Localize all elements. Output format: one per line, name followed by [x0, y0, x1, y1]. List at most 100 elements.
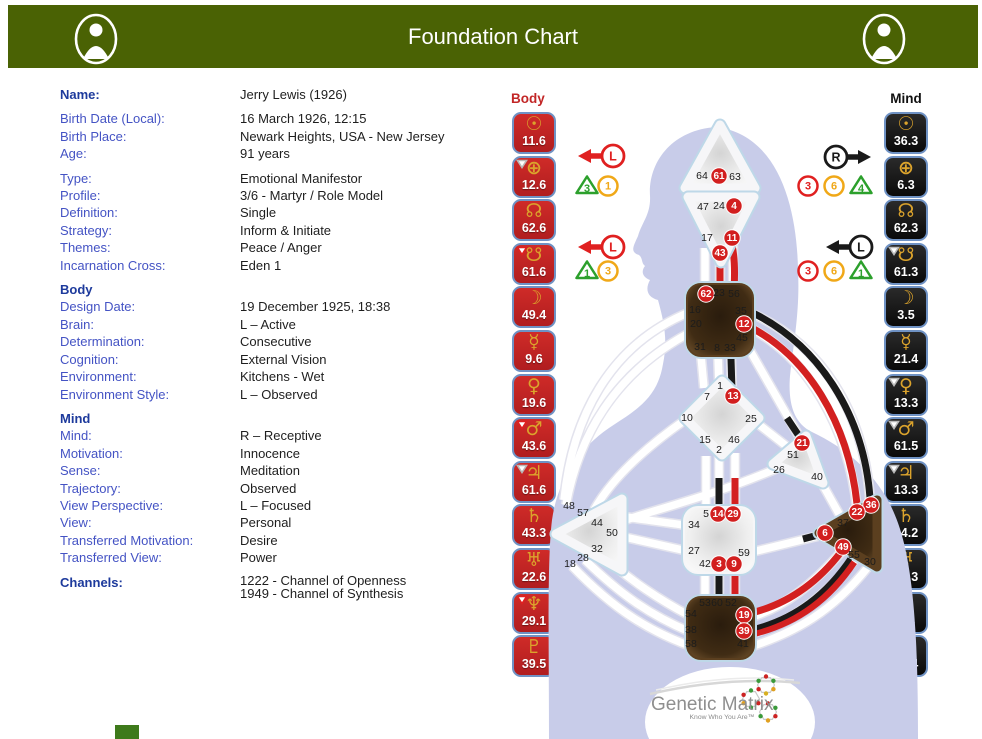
body-planet-south-node[interactable]: ☋ 61.6 — [512, 242, 556, 285]
south-node-icon: ☋ — [525, 243, 543, 266]
svg-text:37: 37 — [837, 517, 849, 529]
gate-line-value: 43.3 — [521, 526, 547, 541]
info-value: Newark Heights, USA - New Jersey — [240, 128, 445, 144]
info-row: Channels: 1222 - Channel of Openness 1949 … — [60, 574, 500, 601]
center-spleen[interactable] — [549, 492, 629, 577]
earth-icon: ⊕ — [526, 156, 542, 179]
profile-icon-left[interactable] — [73, 13, 119, 65]
mind-planet-north-node[interactable]: ☊ 62.3 — [884, 199, 928, 242]
mind-planet-moon[interactable]: ☽ 3.5 — [884, 286, 928, 329]
gate-9: 9 — [725, 555, 743, 573]
svg-text:55: 55 — [848, 549, 860, 561]
moon-icon: ☽ — [525, 287, 543, 310]
info-label: Strategy: — [60, 222, 113, 238]
genetic-matrix-logo: Genetic Matrix Know Who You Are™ — [649, 674, 801, 723]
mind-planet-jupiter[interactable]: ♃ 13.3 — [884, 460, 928, 503]
body-planet-mercury[interactable]: ☿ 9.6 — [512, 330, 556, 372]
bottom-green-box[interactable] — [115, 725, 139, 739]
variables-arrow-right-2: L 3 6 1 — [797, 234, 874, 282]
gate-28: 28 — [577, 552, 589, 564]
info-label: Incarnation Cross: — [60, 257, 166, 273]
body-planet-saturn[interactable]: ♄ 43.3 — [512, 504, 556, 547]
info-row: View: Personal — [60, 514, 500, 531]
svg-text:12: 12 — [738, 319, 750, 330]
gate-60: 60 — [711, 597, 723, 609]
info-value: Personal — [240, 515, 292, 531]
svg-text:52: 52 — [725, 597, 737, 609]
info-value: Meditation — [240, 463, 300, 479]
svg-text:19: 19 — [738, 610, 750, 621]
svg-text:24: 24 — [713, 200, 725, 212]
variable-badge: 3 — [797, 260, 819, 282]
mind-planet-earth[interactable]: ⊕ 6.3 — [884, 155, 928, 198]
svg-text:56: 56 — [728, 288, 740, 300]
mind-planet-venus[interactable]: ♀ 13.3 — [884, 373, 928, 416]
body-planet-jupiter[interactable]: ♃ 61.6 — [512, 460, 556, 503]
gate-11: 11 — [723, 229, 741, 247]
variable-badge: 3 — [575, 175, 599, 195]
body-planet-venus[interactable]: ♀ 19.6 — [512, 373, 556, 416]
svg-text:16: 16 — [689, 304, 701, 316]
info-row: Birth Place: Newark Heights, USA - New Je… — [60, 128, 500, 145]
mind-planet-mars[interactable]: ♂ 61.5 — [884, 417, 928, 460]
gate-line-value: 13.3 — [893, 482, 919, 497]
gate-34: 34 — [688, 519, 700, 531]
info-value: Observed — [240, 480, 297, 496]
gate-line-value: 22.6 — [521, 570, 547, 584]
gate-21: 21 — [793, 434, 811, 452]
body-planet-sun[interactable]: ☉ 11.6 — [512, 112, 556, 154]
gate-24: 24 — [713, 200, 725, 212]
sun-icon: ☉ — [897, 113, 915, 135]
gate-line-value: 11.6 — [522, 134, 546, 148]
body-planet-earth[interactable]: ⊕ 12.6 — [512, 155, 556, 198]
body-planet-moon[interactable]: ☽ 49.4 — [512, 286, 556, 329]
gate-32: 32 — [591, 543, 603, 555]
gate-16: 16 — [689, 304, 701, 316]
svg-text:50: 50 — [606, 527, 618, 539]
mind-planet-mercury[interactable]: ☿ 21.4 — [884, 330, 928, 372]
saturn-icon: ♄ — [897, 505, 915, 528]
gate-47: 47 — [697, 201, 709, 213]
svg-text:34: 34 — [688, 519, 700, 531]
svg-text:62: 62 — [700, 289, 712, 300]
profile-icon-right[interactable] — [861, 13, 907, 65]
info-value: External Vision — [240, 351, 327, 367]
svg-text:1: 1 — [584, 268, 590, 280]
svg-text:1: 1 — [858, 268, 864, 280]
svg-text:L: L — [857, 241, 865, 255]
svg-text:3: 3 — [584, 183, 590, 195]
mind-planet-sun[interactable]: ☉ 36.3 — [884, 112, 928, 154]
logo-tagline: Know Who You Are™ — [690, 714, 755, 721]
svg-text:13: 13 — [727, 391, 739, 402]
svg-text:58: 58 — [685, 638, 697, 650]
uranus-icon: ♅ — [525, 549, 543, 571]
info-row: View Perspective: L – Focused — [60, 497, 500, 514]
info-value: Kitchens - Wet — [240, 369, 325, 385]
info-value: L – Focused — [240, 497, 312, 513]
center-heart[interactable] — [766, 429, 830, 490]
gate-1: 1 — [717, 380, 723, 392]
gate-line-value: 43.6 — [521, 439, 547, 454]
info-value: L – Active — [240, 316, 296, 332]
gate-46: 46 — [728, 434, 740, 446]
gate-33: 33 — [724, 342, 736, 354]
center-head[interactable] — [678, 118, 762, 195]
dignity-marker-icon — [516, 246, 528, 256]
mind-planet-south-node[interactable]: ☋ 61.3 — [884, 242, 928, 285]
info-row: Transferred View: Power — [60, 549, 500, 566]
gate-61: 61 — [710, 167, 728, 185]
gate-12: 12 — [735, 315, 753, 333]
info-row: Cognition: External Vision — [60, 351, 500, 368]
gate-39: 39 — [735, 622, 753, 640]
info-label: Determination: — [60, 334, 145, 350]
info-value: 16 March 1926, 12:15 — [240, 111, 367, 127]
info-label: View: — [60, 515, 92, 531]
earth-icon: ⊕ — [898, 156, 914, 179]
variables-arrow-right-1: R 3 6 4 — [797, 144, 873, 197]
svg-text:61: 61 — [713, 171, 725, 182]
svg-text:4: 4 — [731, 201, 737, 212]
body-planet-north-node[interactable]: ☊ 62.6 — [512, 199, 556, 242]
neptune-icon: ♆ — [525, 592, 543, 615]
body-planet-mars[interactable]: ♂ 43.6 — [512, 417, 556, 460]
